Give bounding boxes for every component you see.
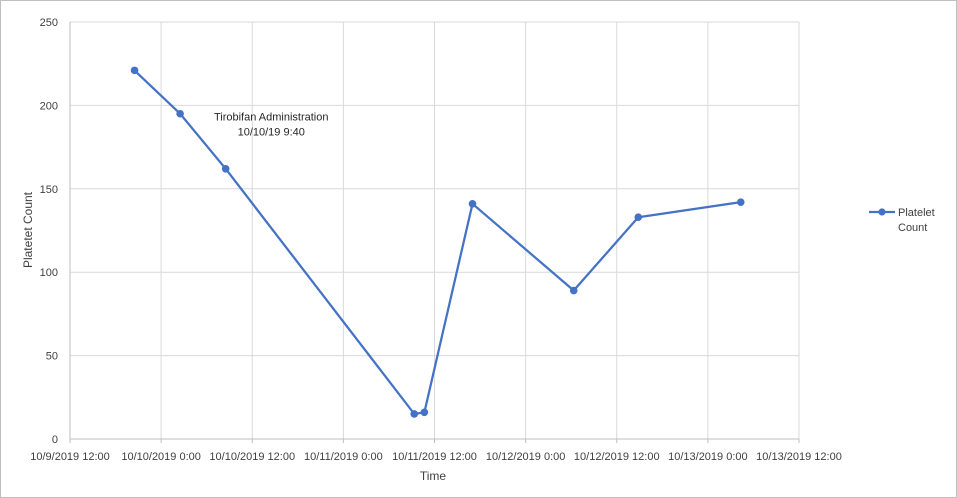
- y-tick-label: 250: [40, 17, 58, 29]
- label-layer: Tirobifan Administration 10/10/19 9:40: [214, 111, 329, 138]
- y-tick-label: 150: [40, 184, 58, 196]
- data-point: [221, 164, 230, 173]
- series-layer: [130, 66, 745, 418]
- data-point: [176, 109, 184, 118]
- x-tick-label: 10/13/2019 0:00: [668, 451, 748, 463]
- data-point: [634, 213, 643, 221]
- x-tick-label: 10/12/2019 0:00: [486, 451, 566, 463]
- axis-layer: 0 50 100 150 200 250 10/9/2019 12:00 10/10/2019…: [30, 17, 842, 463]
- legend: Platelet Count: [869, 207, 935, 234]
- x-tick-label: 10/10/2019 0:00: [121, 451, 201, 463]
- y-tick-label: 200: [40, 100, 58, 112]
- x-tick-label: 10/12/2019 12:00: [574, 451, 660, 463]
- data-point: [130, 66, 139, 75]
- legend-marker-swatch: [878, 208, 886, 216]
- x-tick-label: 10/11/2019 12:00: [392, 451, 477, 463]
- data-point: [410, 410, 419, 418]
- data-point: [420, 408, 429, 417]
- annotation-line-2: 10/10/19 9:40: [238, 126, 305, 138]
- x-tick-label: 10/13/2019 12:00: [756, 451, 842, 463]
- y-axis-title: Platetet Count: [21, 191, 35, 268]
- annotation-line-1: Tirobifan Administration: [214, 111, 329, 123]
- y-tick-label: 50: [46, 351, 58, 363]
- legend-label-line2: Count: [898, 222, 927, 234]
- data-point: [569, 286, 578, 295]
- x-tick-label: 10/10/2019 12:00: [209, 451, 295, 463]
- y-tick-label: 0: [52, 434, 58, 446]
- x-axis-title: Time: [420, 469, 447, 483]
- legend-label-line1: Platelet: [898, 207, 935, 219]
- data-point: [468, 200, 477, 208]
- y-tick-label: 100: [40, 267, 58, 279]
- x-tick-label: 10/11/2019 0:00: [304, 451, 383, 463]
- grid-layer: [70, 21, 800, 439]
- x-tick-label: 10/9/2019 12:00: [30, 451, 110, 463]
- data-point: [736, 198, 745, 206]
